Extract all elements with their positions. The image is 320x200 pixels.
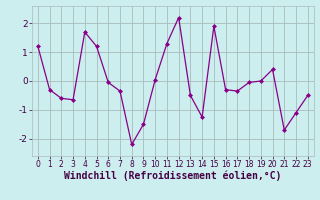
X-axis label: Windchill (Refroidissement éolien,°C): Windchill (Refroidissement éolien,°C) [64,171,282,181]
